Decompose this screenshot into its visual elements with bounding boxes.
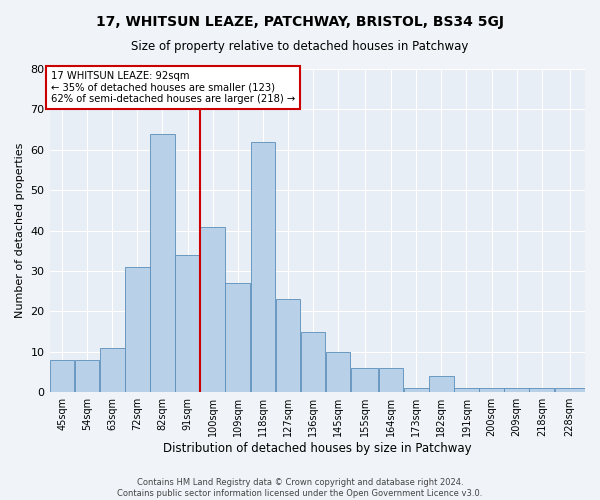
Text: 17, WHITSUN LEAZE, PATCHWAY, BRISTOL, BS34 5GJ: 17, WHITSUN LEAZE, PATCHWAY, BRISTOL, BS… bbox=[96, 15, 504, 29]
Bar bbox=[275, 300, 300, 392]
Bar bbox=[454, 388, 479, 392]
Bar bbox=[150, 134, 175, 392]
Bar bbox=[379, 368, 403, 392]
Bar bbox=[175, 255, 200, 392]
X-axis label: Distribution of detached houses by size in Patchway: Distribution of detached houses by size … bbox=[163, 442, 472, 455]
Bar bbox=[226, 283, 250, 392]
Bar bbox=[200, 226, 225, 392]
Bar bbox=[75, 360, 100, 392]
Bar bbox=[125, 267, 149, 392]
Bar bbox=[326, 352, 350, 392]
Text: Contains HM Land Registry data © Crown copyright and database right 2024.
Contai: Contains HM Land Registry data © Crown c… bbox=[118, 478, 482, 498]
Bar bbox=[50, 360, 74, 392]
Bar bbox=[505, 388, 529, 392]
Bar bbox=[479, 388, 504, 392]
Bar bbox=[100, 348, 125, 392]
Bar bbox=[301, 332, 325, 392]
Bar bbox=[429, 376, 454, 392]
Y-axis label: Number of detached properties: Number of detached properties bbox=[15, 143, 25, 318]
Text: Size of property relative to detached houses in Patchway: Size of property relative to detached ho… bbox=[131, 40, 469, 53]
Bar bbox=[251, 142, 275, 392]
Text: 17 WHITSUN LEAZE: 92sqm
← 35% of detached houses are smaller (123)
62% of semi-d: 17 WHITSUN LEAZE: 92sqm ← 35% of detache… bbox=[51, 71, 295, 104]
Bar bbox=[554, 388, 584, 392]
Bar bbox=[529, 388, 554, 392]
Bar bbox=[404, 388, 428, 392]
Bar bbox=[351, 368, 379, 392]
